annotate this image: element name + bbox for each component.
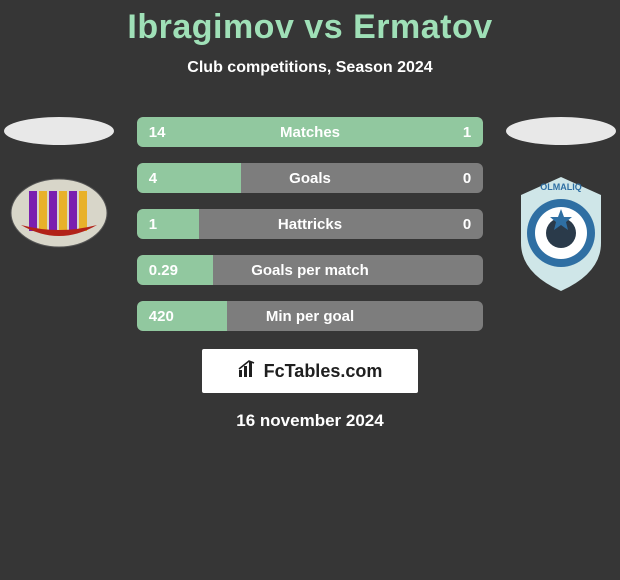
- right-side: OLMALIQ: [501, 117, 620, 293]
- bar-chart-icon: [238, 360, 260, 383]
- stat-value-left: 1: [137, 216, 197, 233]
- svg-text:OLMALIQ: OLMALIQ: [540, 182, 582, 192]
- left-player-avatar-placeholder: [4, 117, 114, 145]
- stat-value-left: 0.29: [137, 262, 197, 279]
- stat-value-left: 420: [137, 308, 197, 325]
- stat-label: Matches: [197, 124, 423, 141]
- stat-value-right: 1: [423, 124, 483, 141]
- stat-value-left: 14: [137, 124, 197, 141]
- right-player-avatar-placeholder: [506, 117, 616, 145]
- right-team-crest: OLMALIQ: [511, 175, 611, 293]
- stat-label: Min per goal: [197, 308, 423, 325]
- left-side: [0, 117, 119, 249]
- left-team-crest: [9, 177, 109, 249]
- stat-label: Goals: [197, 170, 423, 187]
- brand-text: FcTables.com: [264, 361, 383, 382]
- stat-row: 420Min per goal: [137, 301, 483, 331]
- stat-value-right: 0: [423, 170, 483, 187]
- subtitle: Club competitions, Season 2024: [0, 59, 620, 77]
- stat-value-right: 0: [423, 216, 483, 233]
- stats-column: 14Matches14Goals01Hattricks00.29Goals pe…: [137, 117, 483, 331]
- stat-row: 0.29Goals per match: [137, 255, 483, 285]
- date-text: 16 november 2024: [0, 411, 620, 431]
- stat-row: 4Goals0: [137, 163, 483, 193]
- brand-box: FcTables.com: [202, 349, 418, 393]
- stat-value-left: 4: [137, 170, 197, 187]
- stat-label: Hattricks: [197, 216, 423, 233]
- page-title: Ibragimov vs Ermatov: [0, 8, 620, 47]
- comparison-panel: 14Matches14Goals01Hattricks00.29Goals pe…: [0, 117, 620, 331]
- stat-label: Goals per match: [197, 262, 423, 279]
- stat-row: 1Hattricks0: [137, 209, 483, 239]
- stat-row: 14Matches1: [137, 117, 483, 147]
